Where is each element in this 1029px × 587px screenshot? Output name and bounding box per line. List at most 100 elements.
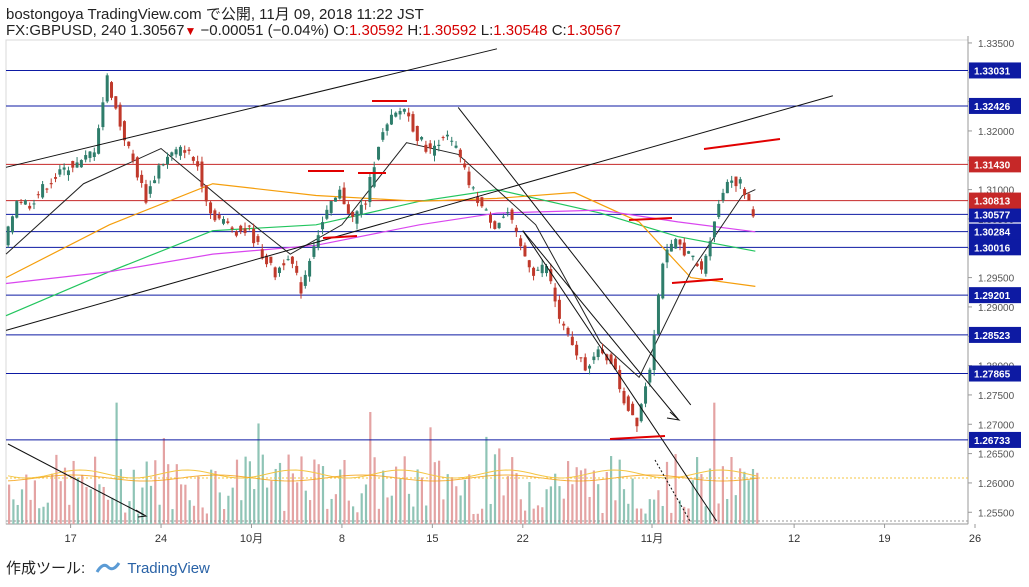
volume-bar	[481, 508, 484, 524]
volume-bar	[506, 476, 509, 524]
candle-body	[704, 255, 708, 274]
candle-body	[41, 184, 45, 198]
candle-body	[695, 263, 699, 266]
candle-body	[514, 227, 518, 232]
volume-bar	[296, 482, 299, 524]
volume-bar	[89, 489, 92, 524]
candle-body	[721, 192, 725, 201]
candle-body	[221, 219, 225, 224]
support-resistance-level-tag	[969, 97, 1021, 114]
candle-body	[333, 197, 337, 202]
candle-body	[420, 137, 424, 140]
volume-bar	[218, 492, 221, 524]
volume-bar	[278, 462, 282, 524]
x-tick-label: 22	[517, 533, 529, 545]
candle-body	[260, 249, 264, 259]
volume-bar	[515, 473, 518, 524]
candle-body	[540, 264, 544, 274]
volume-bar	[248, 461, 251, 524]
volume-bar	[266, 487, 269, 524]
volume-bar	[687, 508, 690, 524]
volume-bar	[661, 505, 664, 524]
candle-body	[411, 114, 415, 132]
volume-bar	[300, 456, 303, 524]
volume-bar	[442, 499, 445, 524]
candle-body	[476, 196, 480, 203]
tradingview-logo-icon[interactable]	[95, 560, 121, 578]
candle-body	[734, 176, 738, 187]
support-resistance-level-tag	[969, 239, 1021, 256]
candle-body	[308, 260, 312, 277]
volume-bar	[463, 479, 466, 524]
volume-bar	[433, 462, 436, 524]
volume-bar	[352, 506, 355, 524]
candle-body	[372, 167, 376, 187]
candle-body	[450, 140, 454, 142]
volume-bar	[369, 412, 372, 524]
candle-body	[97, 128, 101, 154]
candle-body	[6, 226, 10, 246]
volume-bar	[605, 471, 608, 524]
candle-body	[338, 189, 342, 199]
support-resistance-level-tag	[969, 365, 1021, 382]
candle-body	[295, 265, 299, 273]
candle-body	[575, 344, 579, 356]
candle-body	[127, 141, 131, 147]
volume-bar	[59, 481, 62, 524]
candle-body	[153, 180, 157, 184]
candle-body	[239, 225, 243, 232]
key-level-tag-label: 1.31430	[974, 160, 1011, 171]
support-resistance-level-tag	[969, 206, 1021, 223]
candle-body	[428, 143, 432, 149]
candle-body	[213, 210, 217, 221]
footer-brand-link[interactable]: TradingView	[127, 560, 210, 577]
trendline-lower-left	[7, 443, 145, 516]
volume-bar	[192, 505, 196, 524]
volume-bar	[472, 513, 475, 524]
candle-body	[463, 163, 467, 168]
support-resistance-level-tag	[969, 223, 1021, 240]
volume-bar	[429, 427, 432, 524]
candle-body	[730, 180, 734, 183]
volume-bar	[631, 478, 634, 524]
volume-bar	[721, 466, 724, 524]
volume-bar	[708, 468, 712, 524]
candle-body	[187, 149, 191, 151]
candle-body	[217, 214, 221, 219]
x-tick-label: 15	[426, 533, 438, 545]
volume-bar	[270, 480, 273, 524]
candle-body	[161, 164, 165, 166]
volume-bar	[20, 489, 24, 524]
candle-body	[549, 269, 553, 282]
volume-bar	[38, 508, 41, 524]
candle-body	[45, 188, 49, 190]
candle-body	[157, 165, 161, 179]
candle-body	[583, 357, 587, 371]
volume-bar	[184, 484, 187, 524]
footer-label: 作成ツール:	[6, 560, 86, 577]
volume-bar	[416, 469, 419, 524]
volume-bar	[68, 504, 71, 524]
volume-bar	[214, 470, 217, 524]
volume-bar	[356, 512, 359, 524]
volume-bar	[468, 474, 471, 524]
volume-bar	[584, 468, 587, 524]
candle-body	[114, 96, 118, 109]
candle-body	[519, 238, 523, 247]
candle-body	[79, 160, 83, 168]
volume-bar	[571, 484, 574, 524]
volume-bar	[588, 496, 591, 524]
volume-bar	[128, 501, 131, 524]
candle-body	[631, 403, 635, 416]
x-tick-label: 26	[969, 533, 981, 545]
volume-bar	[648, 499, 651, 524]
candle-body	[381, 132, 385, 140]
support-resistance-level-tag-label: 1.30016	[974, 243, 1011, 254]
volume-bar	[85, 486, 88, 524]
candle-body	[665, 249, 669, 263]
volume-bar	[597, 484, 600, 524]
candle-body	[635, 417, 639, 427]
change-value: −0.00051 (−0.04%)	[200, 22, 329, 39]
last-price: 1.30567	[130, 22, 185, 39]
